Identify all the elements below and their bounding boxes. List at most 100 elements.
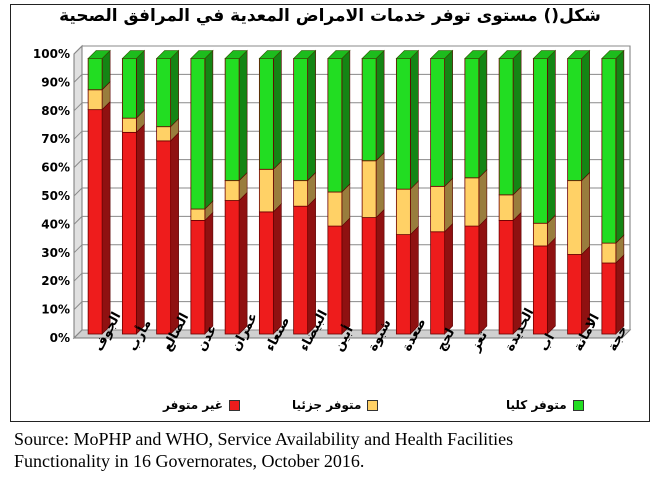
gridline-depth [73,244,83,254]
bar-segment [156,126,172,142]
bar-segment [601,58,617,244]
bar-segment [601,262,617,335]
bar-top [155,50,180,59]
bar-side [204,211,214,335]
bar-top [190,50,214,59]
bar-segment [498,58,514,196]
bar-segment [293,58,309,182]
y-tick-label: 60% [41,161,70,175]
gridline-depth [73,329,83,339]
bar-segment [156,140,172,335]
bar-segment [430,231,446,335]
bar-segment [498,219,514,335]
y-tick-label: 70% [41,132,70,146]
bar-top [498,50,522,59]
y-tick-label: 20% [41,274,70,288]
bar-side [444,223,453,335]
bar-segment [87,58,103,91]
bar-top [395,50,420,59]
bar-side [375,152,385,219]
bar-segment [87,109,103,335]
bar-top [361,50,385,59]
bar-segment [121,117,137,133]
gridline-depth [73,272,83,282]
bar-segment [327,191,343,227]
gridline-depth [73,159,83,168]
bar-segment [567,180,583,255]
bar-side [547,237,556,335]
bar-side [478,217,488,335]
bar-segment [464,58,480,179]
y-tick-label: 30% [41,246,70,260]
bar-side [273,203,282,335]
bar-side [375,49,385,162]
bar-side [444,177,453,233]
bar-segment [532,245,548,335]
bar-segment [87,89,103,111]
y-tick-label: 80% [41,104,70,118]
bar-segment [258,211,274,335]
bar-top [601,50,625,59]
bar-segment [430,58,446,187]
bar-side [478,49,488,179]
bar-segment [532,58,548,224]
chart-title: شكل() مستوى توفر خدمات الامراض المعدية ف… [59,6,601,26]
bar-segment [293,180,309,207]
bar-side [238,49,248,182]
source-text: Source: MoPHP and WHO, Service Availabil… [14,428,654,472]
bar-side [615,49,625,244]
bar-side [170,49,179,128]
bar-top [429,50,454,59]
bar-segment [190,58,206,210]
bar-side [136,123,145,335]
bar-segment [464,225,480,335]
bar-top [464,50,488,59]
bar-segment [361,160,377,218]
y-tick-label: 100% [33,47,70,61]
y-tick-label: 50% [41,189,70,203]
gridline-depth [73,45,83,55]
bar-side [478,169,488,227]
bar-side [307,49,316,182]
bar-top [258,50,283,59]
legend-item-none: غير متوفر [163,398,240,412]
bar-side [170,132,179,335]
bar-side [410,180,419,236]
bar-side [512,49,522,196]
y-tick-label: 90% [41,75,70,89]
bar-segment [224,180,240,201]
bar-segment [430,185,446,233]
legend-swatch-none [228,399,240,411]
bar-top [87,50,111,59]
legend-label-partial: متوفر جزئيا [292,398,362,412]
gridline-depth [73,187,83,197]
bar-side [273,160,282,213]
bar-segment [293,205,309,335]
bar-side [273,49,282,171]
bar-side [547,49,556,224]
bar-segment [395,234,411,335]
bar-segment [601,242,617,264]
legend-swatch-full [572,399,584,411]
bar-segment [327,58,343,193]
bar-segment [224,58,240,182]
bar-top [292,50,317,59]
gridline-depth [73,74,83,83]
gridline-depth [73,301,83,310]
y-tick-label: 10% [41,303,70,317]
bar-segment [327,225,343,335]
bar-side [204,49,214,210]
bar-top [327,50,351,59]
bar-segment [156,58,172,128]
bar-segment [190,219,206,335]
bar-side [341,217,351,335]
bar-side [410,49,419,190]
bar-segment [464,177,480,227]
bar-side [581,49,590,182]
gridline-depth [73,216,83,225]
bar-segment [258,168,274,213]
legend-item-partial: متوفر جزئيا [292,398,379,412]
bar-top [532,50,557,59]
bar-segment [532,222,548,247]
